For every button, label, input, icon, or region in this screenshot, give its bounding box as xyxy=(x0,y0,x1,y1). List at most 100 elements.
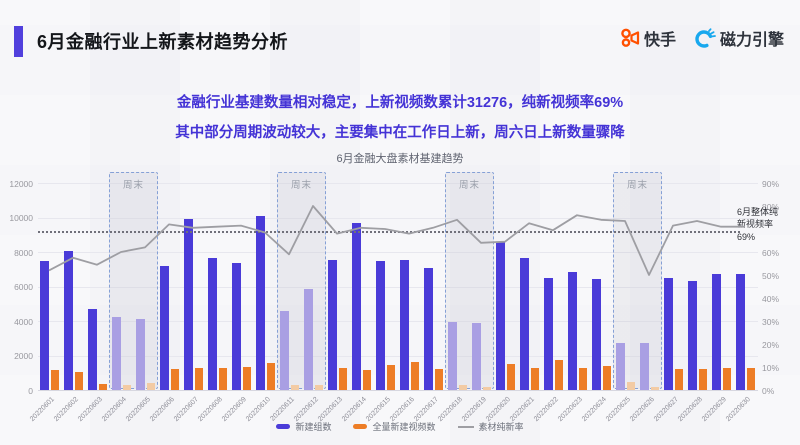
bar-new-videos xyxy=(410,362,419,390)
x-axis-label: 20220617 xyxy=(412,396,440,423)
x-axis-label: 20220623 xyxy=(556,396,584,423)
bar-new-groups xyxy=(544,277,553,390)
y-axis-left-tick: 6000 xyxy=(14,282,33,292)
x-axis-label: 20220602 xyxy=(52,396,80,423)
x-axis-label: 20220614 xyxy=(340,396,368,423)
x-axis-label: 20220629 xyxy=(700,396,728,423)
bar-new-groups xyxy=(688,281,697,390)
bar-new-videos xyxy=(98,383,107,390)
x-axis-label: 20220604 xyxy=(100,396,128,423)
kuaishou-logo-text: 快手 xyxy=(643,32,676,49)
x-axis-label: 20220628 xyxy=(676,396,704,423)
y-axis-right-tick: 50% xyxy=(762,270,780,281)
bar-new-groups xyxy=(424,267,433,390)
insight-line-1: 金融行业基建数量相对稳定，上新视频数累计31276，纯新视频率69% xyxy=(176,95,624,111)
bar-new-videos xyxy=(290,385,299,390)
bar-new-groups xyxy=(472,322,481,390)
reference-line-69pct xyxy=(38,231,740,234)
chart-title: 6月金融大盘素材基建趋势 xyxy=(336,153,464,165)
bar-new-videos xyxy=(578,368,587,390)
bar-new-videos xyxy=(242,366,251,390)
x-axis-label: 20220606 xyxy=(148,396,176,423)
weekend-label: 周末 xyxy=(123,180,145,191)
legend-label: 全量新建视频数 xyxy=(372,422,436,432)
y-axis-left-tick: 4000 xyxy=(14,316,33,327)
bar-new-videos xyxy=(146,383,155,390)
x-axis-label: 20220624 xyxy=(580,396,608,423)
bar-new-groups xyxy=(376,261,385,390)
x-axis-label: 20220618 xyxy=(436,396,464,423)
bar-new-videos xyxy=(674,369,683,390)
bar-new-groups xyxy=(712,274,721,390)
bar-new-videos xyxy=(266,363,275,390)
bar-new-groups xyxy=(736,274,745,390)
kuaishou-camera-icon xyxy=(621,28,640,47)
legend-bar-marker xyxy=(353,424,368,429)
legend-item[interactable]: 新建组数 xyxy=(276,420,331,433)
y-axis-left-tick: 8000 xyxy=(14,247,33,258)
y-axis-right-tick: 90% xyxy=(762,178,780,189)
legend-item[interactable]: 素材纯新率 xyxy=(457,420,524,433)
reference-annotation: 6月整体纯新视频率69% xyxy=(737,207,779,242)
bar-new-groups xyxy=(520,258,529,390)
x-axis-label: 20220630 xyxy=(724,396,752,423)
bar-new-videos xyxy=(74,371,83,390)
kuaishou-logo: 快手 xyxy=(618,26,676,50)
bar-new-videos xyxy=(386,364,395,390)
bar-new-groups xyxy=(184,219,193,390)
x-axis-label: 20220619 xyxy=(460,396,488,423)
bar-new-groups xyxy=(640,343,649,390)
y-axis-left-tick: 12000 xyxy=(9,178,33,189)
bar-new-videos xyxy=(50,370,59,390)
x-axis-label: 20220622 xyxy=(532,396,560,423)
y-axis-left-tick: 2000 xyxy=(14,351,33,361)
y-axis-right-tick: 0% xyxy=(762,385,775,396)
bar-new-groups xyxy=(232,263,241,390)
x-axis-label: 20220605 xyxy=(124,396,152,423)
weekend-label: 周末 xyxy=(459,180,481,191)
chart-legend: 新建组数 全量新建视频数 素材纯新率 xyxy=(0,420,800,433)
brand-logos: 快手 磁力引擎 xyxy=(618,26,784,50)
bar-new-groups xyxy=(304,289,313,390)
gridline xyxy=(38,286,758,288)
bar-new-videos xyxy=(458,384,467,390)
cili-engine-icon xyxy=(695,28,716,48)
legend-item[interactable]: 全量新建视频数 xyxy=(353,420,436,433)
x-axis-label: 20220615 xyxy=(364,396,392,423)
x-axis-label: 20220610 xyxy=(244,396,272,423)
x-axis-label: 20220601 xyxy=(28,396,56,423)
insight-block: 金融行业基建数量相对稳定，上新视频数累计31276，纯新视频率69% 其中部分周… xyxy=(0,88,800,148)
x-axis-label: 20220613 xyxy=(316,396,344,423)
bar-new-groups xyxy=(328,259,337,390)
bar-new-videos xyxy=(626,382,635,390)
weekend-label: 周末 xyxy=(627,180,649,191)
y-axis-right-tick: 20% xyxy=(762,339,780,350)
bar-new-videos xyxy=(698,369,707,390)
bar-new-groups xyxy=(64,251,73,390)
page-title: 6月金融行业上新素材趋势分析 xyxy=(37,32,289,52)
bar-new-videos xyxy=(746,367,755,390)
gridline xyxy=(38,321,758,322)
gridline xyxy=(38,183,758,184)
y-axis-left-tick: 10000 xyxy=(9,213,33,223)
x-axis-label: 20220608 xyxy=(196,396,224,423)
gridline xyxy=(38,355,758,357)
x-axis-label: 20220607 xyxy=(172,396,200,423)
bar-new-videos xyxy=(650,386,659,390)
bar-new-groups xyxy=(256,215,265,390)
bar-new-groups xyxy=(352,222,361,390)
gridline xyxy=(38,390,758,391)
x-axis-label: 20220625 xyxy=(604,396,632,423)
header: 6月金融行业上新素材趋势分析 快手 磁力引擎 xyxy=(0,0,800,68)
bar-new-groups xyxy=(448,321,457,390)
bar-new-videos xyxy=(602,365,611,390)
bar-new-videos xyxy=(482,387,491,390)
legend-line-marker xyxy=(457,425,474,428)
x-axis-label: 20220620 xyxy=(484,396,512,423)
title-accent-bar xyxy=(14,26,23,57)
x-axis-label: 20220627 xyxy=(652,396,680,423)
bar-new-groups xyxy=(136,319,145,390)
bar-new-videos xyxy=(554,359,563,390)
bar-new-groups xyxy=(208,258,217,390)
